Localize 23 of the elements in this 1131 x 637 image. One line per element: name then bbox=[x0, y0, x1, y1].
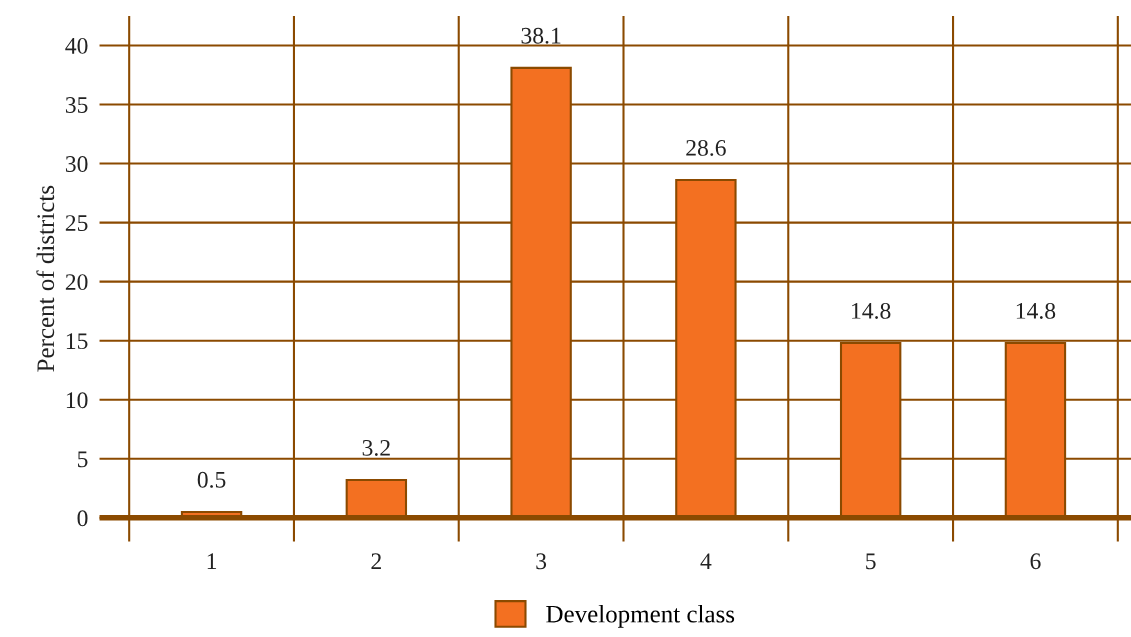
data-label: 14.8 bbox=[852, 302, 891, 319]
x-tick-label: 3 bbox=[536, 553, 547, 570]
x-tick-label: 6 bbox=[1030, 553, 1041, 570]
y-tick-label: 0 bbox=[77, 510, 88, 527]
y-tick-label: 15 bbox=[66, 333, 88, 350]
y-tick-label: 20 bbox=[65, 274, 88, 291]
data-label: 28.6 bbox=[686, 139, 726, 156]
x-tick-label: 2 bbox=[371, 553, 381, 569]
legend-label: Development class bbox=[546, 605, 735, 628]
y-tick-label: 30 bbox=[65, 156, 88, 172]
y-tick-label: 35 bbox=[65, 97, 88, 113]
data-label: 38.1 bbox=[521, 27, 561, 44]
data-label: 14.8 bbox=[1016, 302, 1056, 319]
y-tick-label: 5 bbox=[77, 451, 88, 468]
x-tick-label: 5 bbox=[866, 553, 876, 570]
x-tick-label: 4 bbox=[700, 553, 712, 569]
data-label: 3.2 bbox=[362, 439, 390, 456]
data-label: 0.5 bbox=[197, 471, 226, 488]
y-tick-label: 40 bbox=[65, 37, 88, 54]
y-axis-title: Percent of districts bbox=[36, 185, 55, 372]
y-tick-label: 25 bbox=[65, 215, 88, 232]
x-tick-label: 1 bbox=[207, 553, 217, 569]
y-tick-label: 10 bbox=[66, 392, 88, 409]
